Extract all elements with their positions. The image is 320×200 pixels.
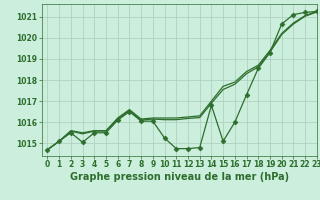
X-axis label: Graphe pression niveau de la mer (hPa): Graphe pression niveau de la mer (hPa) [70, 172, 289, 182]
